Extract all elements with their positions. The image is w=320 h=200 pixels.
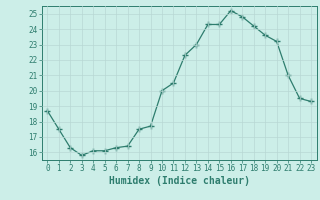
X-axis label: Humidex (Indice chaleur): Humidex (Indice chaleur): [109, 176, 250, 186]
